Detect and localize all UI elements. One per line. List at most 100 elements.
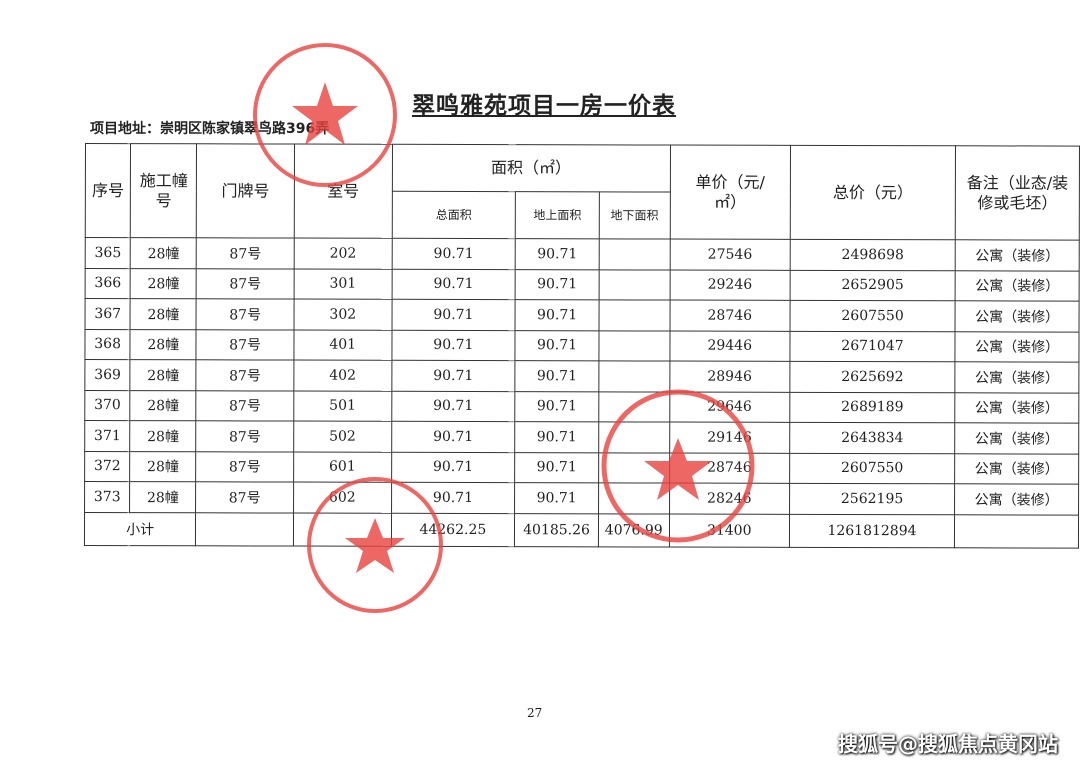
cell-above-area: 90.71	[514, 452, 599, 483]
cell-total-price: 2607550	[789, 300, 956, 332]
header-below-area: 地下面积	[599, 191, 671, 240]
cell-building: 28幢	[130, 298, 197, 330]
subtotal-total-price: 1261812894	[789, 513, 955, 548]
cell-remark: 公寓（装修）	[954, 392, 1079, 424]
page-number: 27	[527, 706, 543, 720]
cell-room: 301	[294, 268, 392, 300]
header-above-area: 地上面积	[515, 191, 600, 239]
subtotal-row: 小计 44262.25 40185.26 4076.99 31400 12618…	[84, 512, 1079, 548]
cell-building: 28幢	[130, 359, 197, 391]
cell-remark: 公寓（装修）	[955, 300, 1080, 332]
cell-below-area	[598, 269, 670, 301]
cell-seq: 367	[85, 298, 131, 330]
subtotal-below-area: 4076.99	[598, 513, 670, 547]
cell-building: 28幢	[130, 390, 197, 421]
cell-below-area	[598, 360, 670, 392]
price-table: 序号 施工幢号 门牌号 室号 面积（㎡） 单价（元/㎡） 总价（元） 备注（业态…	[84, 143, 1080, 548]
cell-remark: 公寓（装修）	[954, 453, 1079, 485]
watermark: 搜狐号@搜狐焦点黄冈站	[838, 732, 1058, 756]
cell-remark: 公寓（装修）	[955, 361, 1079, 393]
table-row: 365 28幢 87号 202 90.71 90.71 27546 2498698 公寓（装修）	[85, 237, 1080, 271]
cell-seq: 370	[84, 390, 131, 421]
header-total-area: 总面积	[391, 191, 516, 239]
cell-seq: 366	[85, 268, 131, 299]
header-building: 施工幢号	[130, 143, 197, 238]
cell-total-area: 90.71	[391, 390, 516, 422]
cell-building: 28幢	[130, 329, 197, 360]
cell-below-area	[598, 330, 670, 362]
cell-above-area: 90.71	[514, 482, 599, 514]
cell-total-area: 90.71	[391, 482, 515, 514]
cell-room: 501	[293, 390, 392, 422]
cell-door: 87号	[195, 420, 294, 452]
cell-room: 601	[293, 451, 392, 483]
header-door: 门牌号	[196, 143, 295, 239]
cell-below-area	[598, 421, 670, 453]
table-row: 368 28幢 87号 401 90.71 90.71 29446 2671047 公寓（装修）	[84, 329, 1080, 363]
cell-above-area: 90.71	[515, 299, 599, 331]
header-seq: 序号	[85, 143, 131, 238]
cell-unit-price: 27546	[669, 239, 791, 270]
cell-total-area: 90.71	[391, 360, 516, 392]
cell-room: 302	[293, 299, 392, 330]
cell-door: 87号	[196, 329, 294, 361]
cell-above-area: 90.71	[515, 238, 600, 270]
table-row: 373 28幢 87号 602 90.71 90.71 28246 2562195 公寓（装修）	[84, 481, 1079, 515]
cell-total-area: 90.71	[391, 451, 515, 483]
cell-door: 87号	[196, 359, 294, 391]
cell-total-price: 2498698	[789, 239, 956, 271]
cell-remark: 公寓（装修）	[954, 483, 1079, 515]
cell-building: 28幢	[129, 481, 196, 513]
cell-door: 87号	[196, 298, 295, 330]
cell-total-price: 2671047	[789, 330, 956, 362]
cell-seq: 372	[84, 451, 131, 482]
cell-unit-price: 28946	[669, 361, 790, 392]
cell-building: 28幢	[130, 237, 197, 269]
cell-total-price: 2562195	[789, 483, 955, 515]
cell-door: 87号	[196, 390, 294, 422]
header-remark: 备注（业态/装修或毛坯）	[955, 145, 1080, 241]
cell-above-area: 90.71	[515, 269, 599, 300]
cell-seq: 369	[84, 359, 131, 391]
subtotal-label: 小计	[84, 512, 196, 546]
cell-below-area	[598, 299, 670, 331]
cell-building: 28幢	[129, 451, 196, 482]
cell-unit-price: 29646	[669, 391, 790, 423]
table-row: 372 28幢 87号 601 90.71 90.71 28746 2607550 公寓（装修）	[84, 451, 1079, 485]
table-row: 366 28幢 87号 301 90.71 90.71 29246 2652905 公寓（装修）	[85, 268, 1080, 302]
header-unit-price: 单价（元/㎡）	[669, 145, 791, 240]
cell-total-price: 2689189	[789, 391, 956, 423]
header-total-price: 总价（元）	[790, 145, 956, 240]
cell-room: 602	[293, 482, 392, 513]
cell-remark: 公寓（装修）	[955, 270, 1080, 302]
cell-seq: 373	[84, 481, 130, 513]
cell-above-area: 90.71	[515, 360, 599, 392]
cell-below-area	[598, 238, 670, 270]
document-title: 翠鸣雅苑项目一房一价表	[412, 93, 676, 119]
cell-unit-price: 28746	[669, 300, 790, 331]
table-row: 371 28幢 87号 502 90.71 90.71 29146 2643834 公寓（装修）	[84, 420, 1079, 454]
table-row: 369 28幢 87号 402 90.71 90.71 28946 2625692 公寓（装修）	[84, 359, 1079, 393]
cell-room: 402	[293, 360, 392, 391]
cell-total-area: 90.71	[391, 238, 516, 270]
cell-total-price: 2625692	[789, 361, 956, 393]
cell-seq: 365	[85, 237, 131, 269]
table-row: 370 28幢 87号 501 90.71 90.71 29646 2689189 公寓（装修）	[84, 390, 1079, 424]
subtotal-unit-price: 31400	[669, 513, 790, 547]
cell-remark: 公寓（装修）	[954, 422, 1079, 454]
cell-total-area: 90.71	[391, 421, 516, 453]
cell-room: 401	[293, 329, 392, 361]
cell-above-area: 90.71	[515, 330, 599, 361]
cell-seq: 371	[84, 420, 131, 452]
cell-unit-price: 29446	[669, 330, 790, 362]
cell-total-area: 90.71	[391, 299, 516, 331]
cell-above-area: 90.71	[515, 391, 599, 422]
subtotal-above-area: 40185.26	[514, 513, 599, 547]
cell-total-price: 2607550	[789, 452, 955, 484]
cell-below-area	[598, 391, 670, 423]
cell-unit-price: 29146	[669, 422, 790, 453]
cell-total-area: 90.71	[391, 329, 516, 361]
cell-building: 28幢	[130, 420, 197, 452]
table-row: 367 28幢 87号 302 90.71 90.71 28746 2607550 公寓（装修）	[85, 298, 1080, 332]
cell-remark: 公寓（装修）	[955, 331, 1080, 363]
